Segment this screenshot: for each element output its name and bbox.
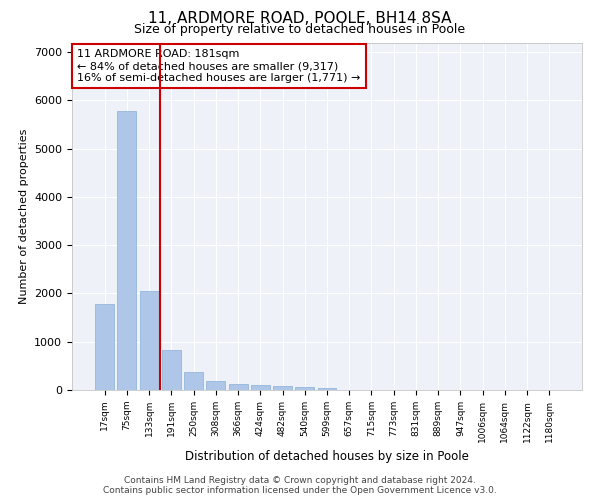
Y-axis label: Number of detached properties: Number of detached properties bbox=[19, 128, 29, 304]
Bar bbox=[95, 304, 114, 390]
Bar bbox=[295, 388, 314, 390]
X-axis label: Distribution of detached houses by size in Poole: Distribution of detached houses by size … bbox=[185, 450, 469, 463]
Text: 11, ARDMORE ROAD, POOLE, BH14 8SA: 11, ARDMORE ROAD, POOLE, BH14 8SA bbox=[148, 11, 452, 26]
Bar bbox=[162, 350, 181, 390]
Bar bbox=[140, 290, 158, 390]
Bar bbox=[229, 384, 248, 390]
Text: Contains HM Land Registry data © Crown copyright and database right 2024.
Contai: Contains HM Land Registry data © Crown c… bbox=[103, 476, 497, 495]
Bar bbox=[317, 388, 337, 390]
Bar bbox=[251, 385, 270, 390]
Bar bbox=[273, 386, 292, 390]
Bar bbox=[206, 380, 225, 390]
Text: 11 ARDMORE ROAD: 181sqm
← 84% of detached houses are smaller (9,317)
16% of semi: 11 ARDMORE ROAD: 181sqm ← 84% of detache… bbox=[77, 50, 361, 82]
Bar bbox=[118, 111, 136, 390]
Bar bbox=[184, 372, 203, 390]
Text: Size of property relative to detached houses in Poole: Size of property relative to detached ho… bbox=[134, 22, 466, 36]
